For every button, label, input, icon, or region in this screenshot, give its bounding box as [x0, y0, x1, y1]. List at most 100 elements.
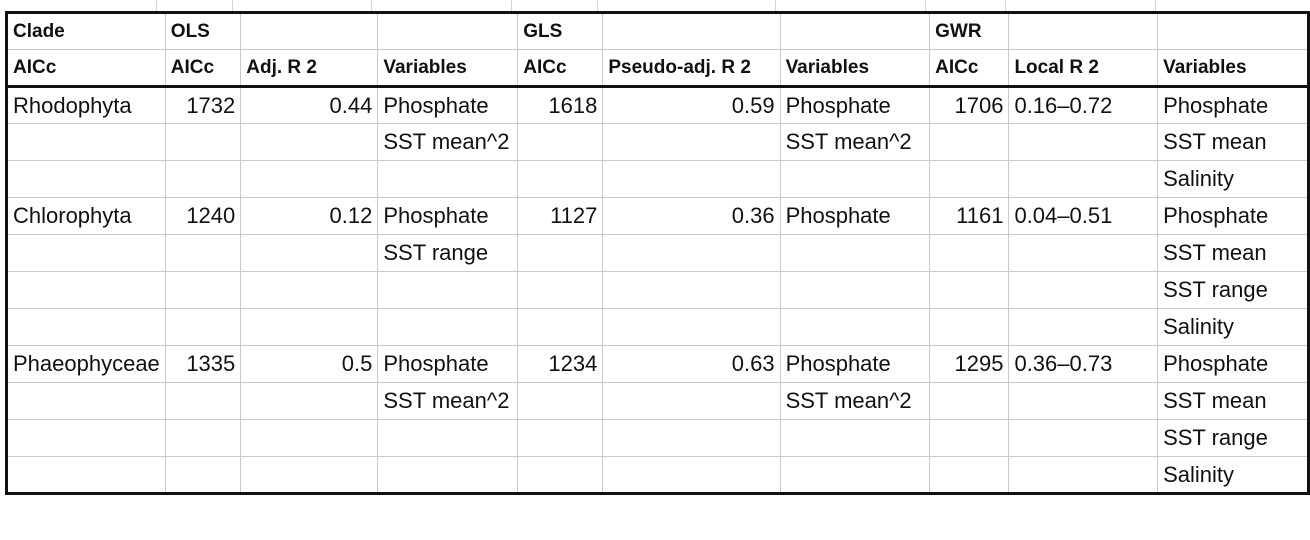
table-cell[interactable] [1008, 308, 1159, 346]
table-cell[interactable]: 1335 [164, 345, 242, 383]
table-cell[interactable]: 1732 [164, 86, 242, 124]
table-cell[interactable] [377, 419, 519, 457]
table-cell[interactable] [164, 382, 242, 420]
table-cell[interactable] [1008, 160, 1159, 198]
table-cell[interactable]: Chlorophyta [6, 197, 166, 235]
table-cell[interactable] [602, 419, 781, 457]
table-cell[interactable] [517, 234, 604, 272]
table-cell[interactable]: SST mean [1157, 123, 1309, 161]
table-cell[interactable] [164, 271, 242, 309]
table-cell[interactable] [240, 234, 379, 272]
table-cell[interactable] [6, 456, 166, 494]
table-cell[interactable] [240, 123, 379, 161]
table-cell[interactable]: 1706 [929, 86, 1010, 124]
table-cell[interactable]: Phosphate [779, 86, 931, 124]
table-cell[interactable] [240, 160, 379, 198]
table-cell[interactable] [517, 160, 604, 198]
table-cell[interactable]: Salinity [1157, 308, 1309, 346]
table-cell[interactable]: Phosphate [1157, 197, 1309, 235]
header-cell[interactable]: AICc [929, 49, 1010, 88]
table-cell[interactable]: 0.12 [240, 197, 379, 235]
table-cell[interactable] [1008, 382, 1159, 420]
table-cell[interactable]: 1161 [929, 197, 1010, 235]
table-cell[interactable]: 0.59 [602, 86, 781, 124]
table-cell[interactable] [377, 160, 519, 198]
table-cell[interactable] [602, 234, 781, 272]
table-cell[interactable]: Phosphate [779, 197, 931, 235]
table-cell[interactable]: SST mean^2 [377, 382, 519, 420]
header-cell[interactable]: Local R 2 [1008, 49, 1159, 88]
table-cell[interactable]: Phosphate [377, 197, 519, 235]
table-cell[interactable]: Rhodophyta [6, 86, 166, 124]
table-cell[interactable]: 1240 [164, 197, 242, 235]
header-cell[interactable]: AICc [164, 49, 242, 88]
table-cell[interactable] [929, 382, 1010, 420]
header-cell[interactable] [779, 12, 931, 50]
table-cell[interactable]: Phosphate [377, 345, 519, 383]
table-cell[interactable] [6, 382, 166, 420]
table-cell[interactable] [602, 456, 781, 494]
header-cell[interactable]: OLS [164, 12, 242, 50]
table-cell[interactable] [377, 271, 519, 309]
table-cell[interactable] [164, 419, 242, 457]
table-cell[interactable] [517, 271, 604, 309]
table-cell[interactable] [779, 308, 931, 346]
table-cell[interactable] [1008, 456, 1159, 494]
table-cell[interactable] [164, 308, 242, 346]
table-cell[interactable] [164, 234, 242, 272]
table-cell[interactable] [929, 271, 1010, 309]
table-cell[interactable]: Phaeophyceae [6, 345, 166, 383]
table-cell[interactable]: 0.44 [240, 86, 379, 124]
table-cell[interactable] [6, 308, 166, 346]
header-cell[interactable]: Variables [779, 49, 931, 88]
table-cell[interactable] [929, 123, 1010, 161]
table-cell[interactable] [6, 234, 166, 272]
header-cell[interactable]: GLS [517, 12, 604, 50]
table-cell[interactable] [1008, 419, 1159, 457]
table-cell[interactable] [929, 160, 1010, 198]
table-cell[interactable] [517, 456, 604, 494]
table-cell[interactable] [164, 123, 242, 161]
table-cell[interactable] [240, 456, 379, 494]
table-cell[interactable]: 0.63 [602, 345, 781, 383]
table-cell[interactable] [240, 419, 379, 457]
table-cell[interactable]: Phosphate [1157, 86, 1309, 124]
table-cell[interactable] [1008, 123, 1159, 161]
header-cell[interactable] [1008, 12, 1159, 50]
table-cell[interactable] [240, 382, 379, 420]
table-cell[interactable]: SST mean [1157, 382, 1309, 420]
table-cell[interactable] [6, 160, 166, 198]
header-cell[interactable]: Pseudo-adj. R 2 [602, 49, 781, 88]
table-cell[interactable] [929, 234, 1010, 272]
table-cell[interactable] [929, 308, 1010, 346]
table-cell[interactable]: 1234 [517, 345, 604, 383]
table-cell[interactable] [929, 419, 1010, 457]
table-cell[interactable]: 1295 [929, 345, 1010, 383]
header-cell[interactable] [602, 12, 781, 50]
table-cell[interactable] [1008, 271, 1159, 309]
table-cell[interactable]: Salinity [1157, 160, 1309, 198]
header-cell[interactable] [1157, 12, 1309, 50]
header-cell[interactable]: AICc [517, 49, 604, 88]
table-cell[interactable] [1008, 234, 1159, 272]
table-cell[interactable] [779, 234, 931, 272]
table-cell[interactable] [779, 271, 931, 309]
table-cell[interactable] [240, 308, 379, 346]
table-cell[interactable] [377, 308, 519, 346]
table-cell[interactable]: SST mean^2 [779, 382, 931, 420]
header-cell[interactable] [240, 12, 379, 50]
table-cell[interactable]: Salinity [1157, 456, 1309, 494]
table-cell[interactable]: 1618 [517, 86, 604, 124]
table-cell[interactable]: 0.5 [240, 345, 379, 383]
table-cell[interactable]: SST range [377, 234, 519, 272]
table-cell[interactable] [602, 271, 781, 309]
table-cell[interactable] [6, 271, 166, 309]
table-cell[interactable] [517, 382, 604, 420]
table-cell[interactable] [164, 456, 242, 494]
table-cell[interactable] [929, 456, 1010, 494]
table-cell[interactable] [602, 160, 781, 198]
header-cell[interactable]: AICc [6, 49, 166, 88]
table-cell[interactable] [517, 419, 604, 457]
table-cell[interactable] [517, 123, 604, 161]
table-cell[interactable] [602, 123, 781, 161]
